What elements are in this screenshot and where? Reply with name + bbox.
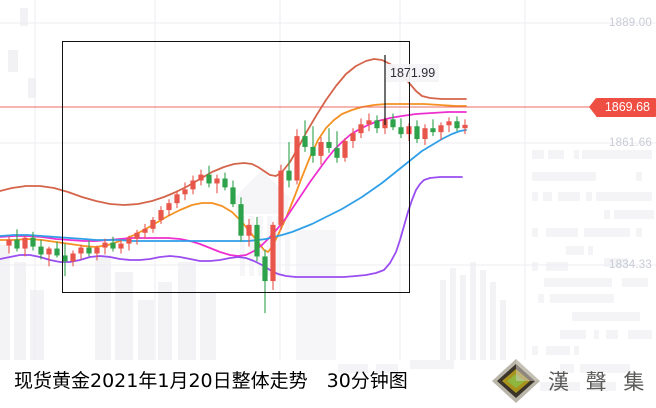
chart-caption: 现货黄金2021年1月20日整体走势 30分钟图	[14, 370, 408, 392]
candle	[462, 119, 468, 135]
candle	[54, 241, 60, 258]
ma-line-MA-purple	[0, 176, 463, 278]
candle	[14, 229, 20, 252]
candle	[118, 239, 124, 254]
candle	[46, 246, 52, 267]
candle	[158, 206, 164, 224]
brand-name-text: 漢 聲 集 團	[548, 370, 656, 394]
candle	[374, 115, 380, 134]
selection-rectangle[interactable]	[62, 41, 410, 293]
candle	[166, 199, 172, 216]
candle	[22, 235, 28, 257]
candle	[78, 244, 84, 260]
candle	[454, 116, 460, 132]
candle	[150, 216, 156, 233]
price-axis-label-mid: 1861.66	[609, 137, 652, 149]
candle	[94, 245, 100, 261]
brand-name: 漢 聲 集 團 06	[548, 366, 656, 396]
candle	[254, 216, 260, 262]
candle	[198, 169, 204, 186]
candle	[134, 229, 140, 245]
candle	[222, 172, 228, 191]
candle	[310, 126, 316, 163]
candlestick-plot	[0, 55, 656, 314]
candle	[102, 238, 108, 255]
candle	[446, 117, 452, 133]
candle	[366, 113, 372, 132]
candle	[438, 122, 444, 141]
diamond-logo-icon	[492, 359, 540, 403]
candle	[286, 142, 292, 188]
candle	[398, 118, 404, 139]
candle	[262, 249, 268, 314]
candle	[414, 120, 420, 144]
candle	[350, 128, 356, 148]
peak-price-callout: 1871.99	[386, 64, 440, 82]
ma-line-MA-blue	[0, 129, 467, 242]
candle	[38, 239, 44, 260]
candle	[110, 236, 116, 252]
candle	[430, 119, 436, 137]
candle	[318, 137, 324, 165]
candle	[270, 221, 276, 290]
candle	[294, 129, 300, 185]
candle	[358, 118, 364, 139]
candle	[302, 120, 308, 152]
price-axis-label-low: 1834.33	[609, 259, 652, 271]
price-axis-label-high: 1889.00	[609, 17, 652, 29]
candle	[62, 243, 68, 277]
candle	[86, 240, 92, 257]
candle	[30, 231, 36, 251]
candle	[182, 182, 188, 201]
candle	[70, 250, 76, 267]
candle	[206, 165, 212, 188]
candle	[246, 218, 252, 247]
candle	[142, 223, 148, 239]
candle	[334, 131, 340, 163]
candle	[326, 128, 332, 153]
brand-logo: 漢 聲 集 團 06	[488, 356, 656, 406]
candle	[230, 180, 236, 208]
candle	[342, 138, 348, 162]
candle	[278, 164, 284, 230]
candle	[238, 197, 244, 242]
candle	[390, 113, 396, 131]
candle	[6, 236, 12, 254]
current-price-tag: 1869.68	[588, 98, 656, 117]
candle	[422, 124, 428, 145]
candle	[214, 174, 220, 194]
candle	[126, 235, 132, 251]
candle	[190, 175, 196, 195]
candle	[174, 190, 180, 209]
